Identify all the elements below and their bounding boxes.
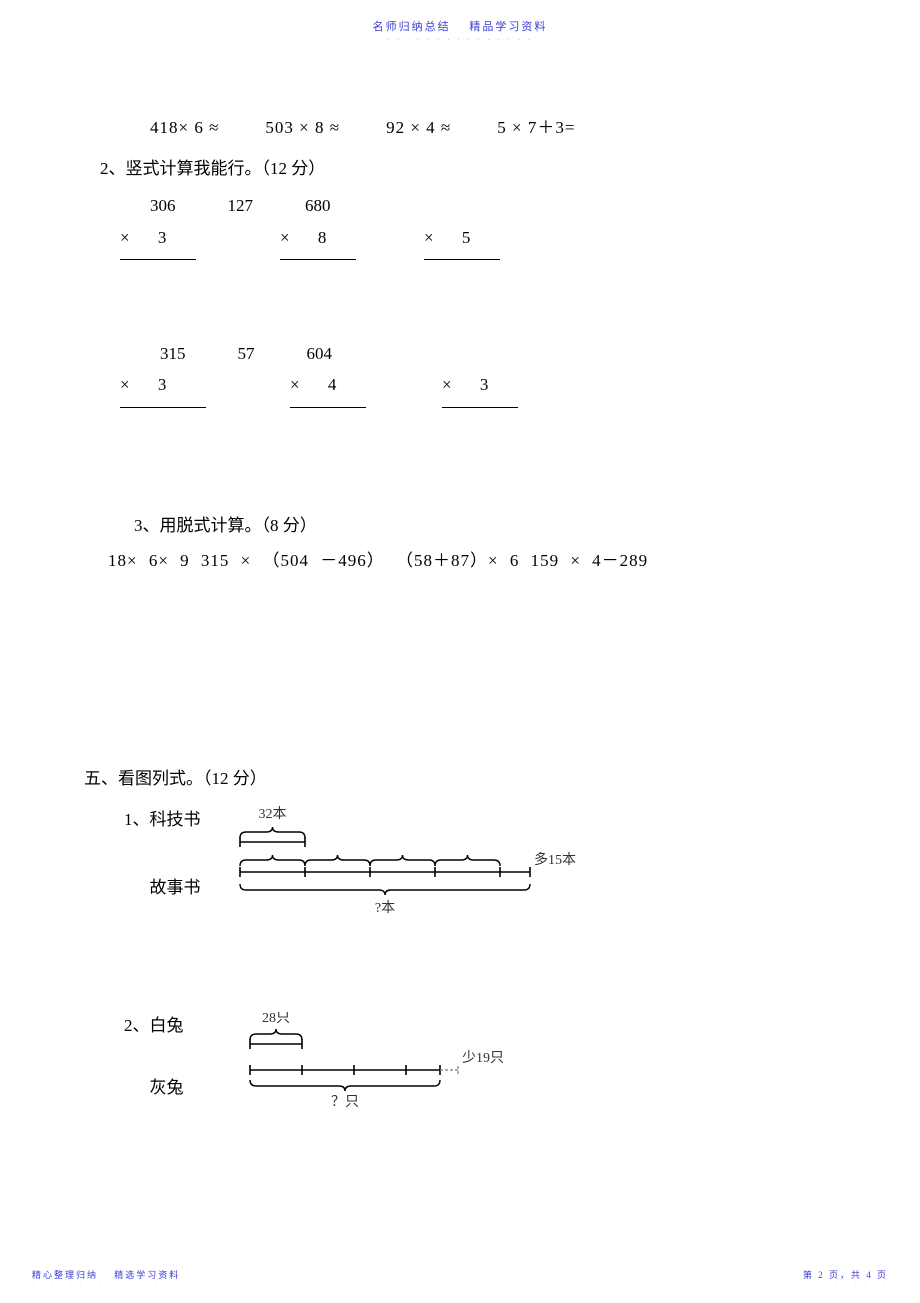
diagram-1: 1、科技书 1、故事书 32本多15本?本 (100, 806, 820, 944)
vcalc-underline (120, 407, 206, 409)
footer-left: 精心整理归纳 精选学习资料 · · · · · · · · · · · · · … (32, 1268, 180, 1289)
svg-text:32本: 32本 (259, 806, 287, 822)
p1-num: 1、 (124, 810, 150, 829)
estimation-item: 92 × 4 ≈ (386, 114, 451, 141)
section3-title: 3、用脱式计算。（8 分） (100, 512, 820, 539)
vcalc-op-text: × 3 (120, 371, 206, 398)
vertical-ops-1: × 3 × 8 × 5 (100, 224, 820, 261)
vcalc-op: × 5 (424, 224, 500, 261)
vcalc-top: 315 (160, 340, 186, 367)
vcalc-op: × 3 (442, 371, 518, 408)
p1-top-label: 科技书 (150, 810, 201, 829)
vcalc-underline (290, 407, 366, 409)
footer-left-dots: · · · · · · · · · · · · · · · (32, 1283, 180, 1289)
svg-text:？只: ？只 (331, 1095, 359, 1110)
p2-num: 2、 (124, 1016, 150, 1035)
footer-right-dots: · · · · · · · · · (803, 1283, 888, 1289)
diagram-2: 2、白兔 2、灰兔 28只少19只？只 (100, 1012, 820, 1130)
vcalc-top: 127 (228, 192, 254, 219)
footer-page: 第 2 页，共 4 页 (803, 1270, 888, 1280)
estimation-row: 418× 6 ≈ 503 × 8 ≈ 92 × 4 ≈ 5 × 7＋3= (100, 114, 820, 141)
svg-text:?本: ?本 (375, 900, 395, 916)
vertical-ops-2: × 3 × 4 × 3 (100, 371, 820, 408)
vcalc-op: × 3 (120, 224, 196, 261)
vcalc-op-text: × 5 (424, 224, 500, 251)
estimation-item: 5 × 7＋3= (497, 114, 575, 141)
page-header: 名师归纳总结 精品学习资料 · · · · · · · · · · · · · … (0, 0, 920, 44)
vertical-tops-2: 315 57 604 (100, 340, 820, 367)
section2-title: 2、竖式计算我能行。（12 分） (100, 155, 820, 182)
p2-bottom-label: 灰兔 (150, 1078, 184, 1097)
vcalc-underline (424, 259, 500, 261)
estimation-item: 418× 6 ≈ (150, 114, 219, 141)
vcalc-op-text: × 3 (120, 224, 196, 251)
estimation-item: 503 × 8 ≈ (265, 114, 340, 141)
header-left: 名师归纳总结 (373, 21, 451, 33)
vcalc-underline (280, 259, 356, 261)
vcalc-op: × 4 (290, 371, 366, 408)
footer-right: 第 2 页，共 4 页 · · · · · · · · · (803, 1268, 888, 1289)
header-dots: · · · · · · · · · · · · · · · (0, 36, 920, 44)
content: 418× 6 ≈ 503 × 8 ≈ 92 × 4 ≈ 5 × 7＋3= 2、竖… (0, 44, 920, 1130)
vertical-tops-1: 306 127 680 (100, 192, 820, 219)
vcalc-op-text: × 4 (290, 371, 366, 398)
diagram-1-svg: 32本多15本 ?本 (230, 806, 590, 944)
svg-text:多15本: 多15本 (534, 851, 576, 868)
vcalc-underline (442, 407, 518, 409)
section3-expressions: 18× 6× 9 315 × （504 －496） （58＋87）× 6 159… (100, 547, 820, 574)
svg-text:28只: 28只 (262, 1012, 290, 1026)
vcalc-op-text: × 3 (442, 371, 518, 398)
footer-left-a: 精心整理归纳 (32, 1270, 98, 1280)
vcalc-top: 680 (305, 192, 331, 219)
p2-top-label: 白兔 (150, 1016, 184, 1035)
vcalc-top: 306 (150, 192, 176, 219)
vcalc-top: 604 (307, 340, 333, 367)
header-right: 精品学习资料 (469, 21, 547, 33)
section5: 五、看图列式。（12 分） 1、科技书 1、故事书 32本多15本?本 2、白兔 (100, 765, 820, 1131)
page-footer: 精心整理归纳 精选学习资料 · · · · · · · · · · · · · … (0, 1268, 920, 1289)
vcalc-op: × 8 (280, 224, 356, 261)
section5-title: 五、看图列式。（12 分） (84, 765, 820, 792)
vcalc-op: × 3 (120, 371, 206, 408)
vcalc-op-text: × 8 (280, 224, 356, 251)
p1-bottom-label: 故事书 (150, 878, 201, 897)
vcalc-top: 57 (238, 340, 255, 367)
vcalc-underline (120, 259, 196, 261)
svg-text:少19只: 少19只 (462, 1050, 504, 1066)
footer-left-b: 精选学习资料 (114, 1270, 180, 1280)
diagram-2-svg: 28只少19只 ？只 (230, 1012, 560, 1130)
